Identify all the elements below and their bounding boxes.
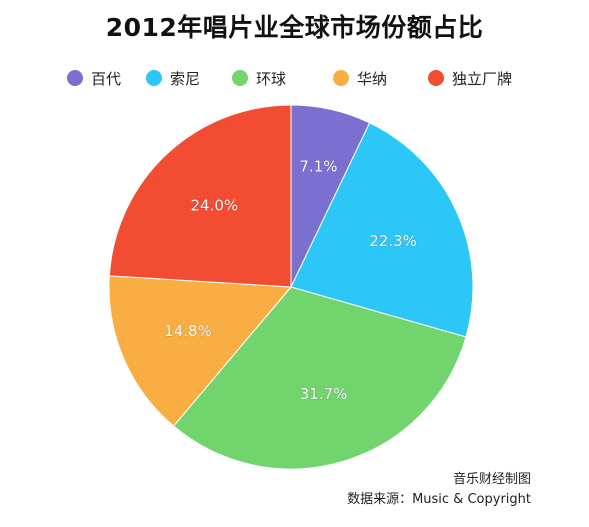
pie-slice-universal: [172, 286, 467, 470]
legend-label: 百代: [91, 69, 122, 88]
pie-label-baidai: 7.1%: [299, 157, 337, 175]
pie-slice-warner: [108, 275, 293, 427]
pie-label-sony: 22.3%: [369, 232, 417, 250]
legend-item-warner: 华纳: [333, 66, 387, 90]
legend-label: 独立厂牌: [452, 69, 513, 88]
legend-item-sony: 索尼: [146, 66, 200, 90]
credit-text: 音乐财经制图: [452, 472, 531, 487]
legend-item-independent: 独立厂牌: [428, 66, 512, 90]
legend-swatch: [67, 70, 83, 86]
chart-title: 2012年唱片业全球市场份额占比: [105, 13, 484, 42]
chart-legend: 百代 索尼 环球 华纳 独立厂牌: [0, 66, 589, 90]
pie-slice-sony: [290, 122, 474, 338]
legend-label: 环球: [256, 69, 287, 88]
legend-item-universal: 环球: [232, 66, 286, 90]
legend-label: 索尼: [170, 69, 201, 88]
legend-swatch: [146, 70, 162, 86]
legend-swatch: [428, 70, 444, 86]
legend-label: 华纳: [357, 69, 388, 88]
pie-label-independent: 24.0%: [190, 196, 238, 214]
pie-slice-independent: [108, 104, 292, 288]
pie-label-universal: 31.7%: [300, 385, 348, 403]
legend-swatch: [333, 70, 349, 86]
data-source-text: 数据来源：Music & Copyright: [347, 492, 531, 507]
legend-item-baidai: 百代: [67, 66, 121, 90]
legend-swatch: [232, 70, 248, 86]
pie-label-warner: 14.8%: [164, 322, 212, 340]
